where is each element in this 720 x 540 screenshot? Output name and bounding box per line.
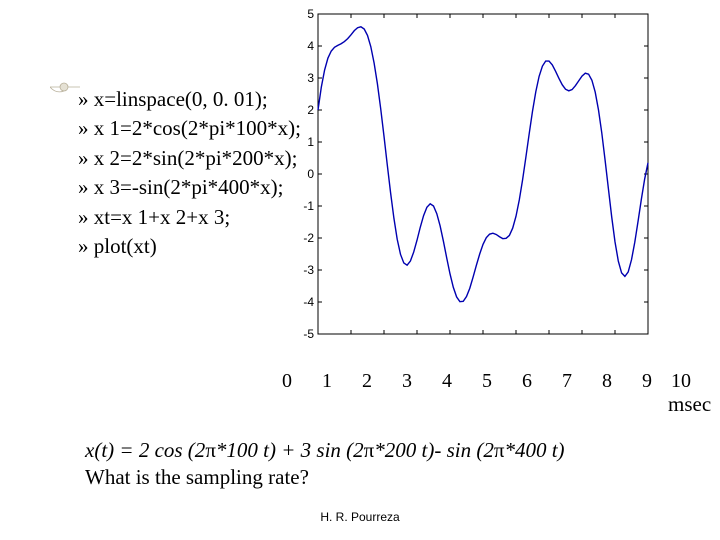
x-tick: 4 bbox=[442, 370, 452, 393]
code-line: » x 2=2*sin(2*pi*200*x); bbox=[78, 144, 301, 173]
svg-text:4: 4 bbox=[307, 39, 314, 53]
equation-text: x(t) = 2 cos (2π*100 t) + 3 sin (2π*200 … bbox=[85, 438, 565, 463]
svg-text:5: 5 bbox=[307, 7, 314, 21]
svg-text:-2: -2 bbox=[303, 231, 314, 245]
pi-symbol: π bbox=[494, 438, 505, 462]
equation-seg: *400 t) bbox=[504, 438, 564, 462]
code-line: » x 1=2*cos(2*pi*100*x); bbox=[78, 114, 301, 143]
equation-seg: *200 t)- sin (2 bbox=[374, 438, 494, 462]
x-tick: 8 bbox=[602, 370, 612, 393]
svg-text:-1: -1 bbox=[303, 199, 314, 213]
equation-seg: *100 t) + 3 sin (2 bbox=[216, 438, 364, 462]
svg-text:2: 2 bbox=[307, 103, 314, 117]
waveform-chart: -5 -4 -3 -2 -1 0 1 2 3 4 5 bbox=[288, 4, 653, 344]
x-axis-labels: 0 1 2 3 4 5 6 7 8 9 10 bbox=[282, 370, 702, 420]
svg-text:-4: -4 bbox=[303, 295, 314, 309]
pi-symbol: π bbox=[205, 438, 216, 462]
x-tick: 5 bbox=[482, 370, 492, 393]
question-text: What is the sampling rate? bbox=[85, 465, 309, 490]
code-line: » x 3=-sin(2*pi*400*x); bbox=[78, 173, 301, 202]
code-line: » xt=x 1+x 2+x 3; bbox=[78, 203, 301, 232]
x-tick: 2 bbox=[362, 370, 372, 393]
x-tick: 9 bbox=[642, 370, 652, 393]
svg-text:-3: -3 bbox=[303, 263, 314, 277]
x-axis-unit: msec bbox=[668, 392, 711, 417]
pi-symbol: π bbox=[364, 438, 375, 462]
code-line: » plot(xt) bbox=[78, 232, 301, 261]
x-tick: 7 bbox=[562, 370, 572, 393]
svg-text:3: 3 bbox=[307, 71, 314, 85]
x-tick: 3 bbox=[402, 370, 412, 393]
svg-text:-5: -5 bbox=[303, 327, 314, 341]
x-tick: 1 bbox=[322, 370, 332, 393]
equation-seg: x(t) = 2 cos (2 bbox=[85, 438, 205, 462]
code-line: » x=linspace(0, 0. 01); bbox=[78, 85, 301, 114]
corner-ornament bbox=[50, 82, 80, 96]
x-tick: 6 bbox=[522, 370, 532, 393]
footer-author: H. R. Pourreza bbox=[0, 510, 720, 524]
code-block: » x=linspace(0, 0. 01); » x 1=2*cos(2*pi… bbox=[78, 85, 301, 261]
svg-text:0: 0 bbox=[307, 167, 314, 181]
x-tick: 10 bbox=[671, 370, 691, 393]
x-tick: 0 bbox=[282, 370, 292, 393]
svg-text:1: 1 bbox=[307, 135, 314, 149]
